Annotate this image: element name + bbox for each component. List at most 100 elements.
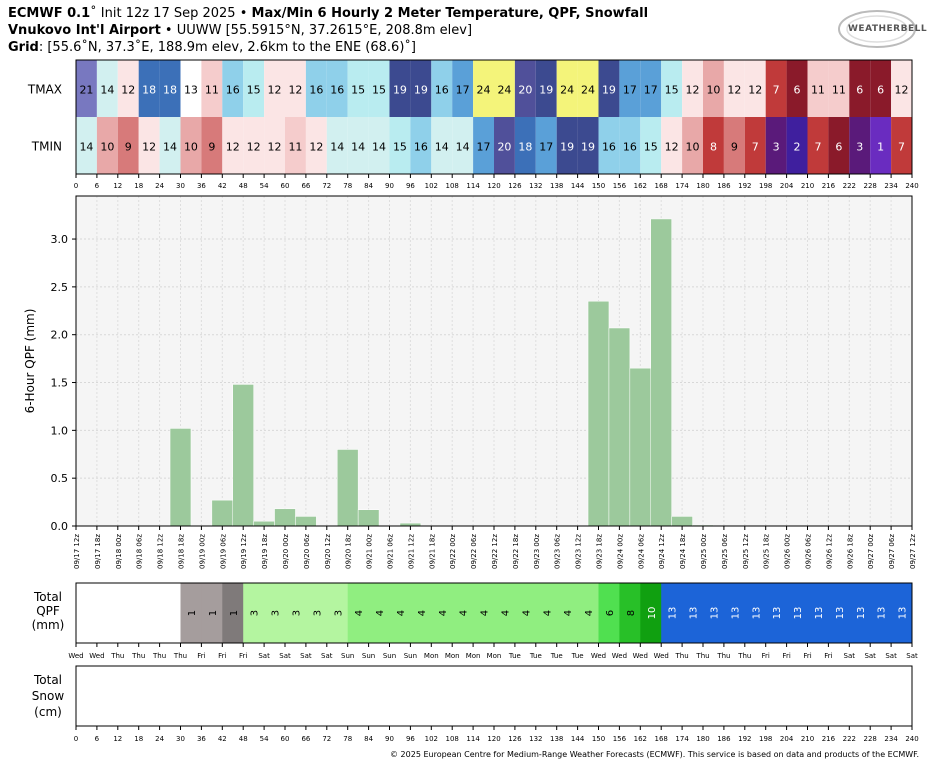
x-tick-label: 09/26 00z — [784, 534, 792, 569]
total-qpf-cell — [765, 583, 788, 643]
tmax-value: 16 — [309, 84, 323, 97]
tmax-value: 15 — [372, 84, 386, 97]
total-qpf-cell — [431, 583, 453, 643]
y-tick-label: 0.0 — [51, 520, 69, 533]
day-tick-label: Fri — [218, 652, 226, 660]
total-qpf-value: 13 — [730, 607, 741, 620]
tmax-value: 17 — [644, 84, 658, 97]
hour-tick-label: 174 — [675, 182, 689, 190]
tmin-cell — [389, 117, 411, 174]
tmin-cell — [264, 117, 285, 174]
tmin-cell — [180, 117, 202, 174]
chart-title-line1: ECMWF 0.1˚ Init 12z 17 Sep 2025 • Max/Mi… — [8, 6, 649, 21]
total-qpf-cell — [870, 583, 892, 643]
tmax-cell — [431, 60, 453, 117]
x-tick-label: 09/20 12z — [324, 534, 332, 569]
total-qpf-cell — [452, 583, 474, 643]
qpf-bar — [232, 384, 254, 527]
total-qpf-cell — [744, 583, 767, 643]
total-qpf-value: 4 — [480, 610, 491, 616]
total-qpf-cell — [619, 583, 641, 643]
hour-tick-label: 138 — [550, 182, 563, 190]
snow-x-tick-label: 174 — [675, 735, 689, 743]
tmin-cell — [305, 117, 327, 174]
tmin-cell — [243, 117, 265, 174]
tmin-cell — [285, 117, 306, 174]
tmin-value: 10 — [100, 141, 114, 154]
product-title: Max/Min 6 Hourly 2 Meter Temperature, QP… — [251, 6, 649, 21]
tmin-value: 19 — [560, 141, 574, 154]
tmin-cell — [222, 117, 244, 174]
x-tick-label: 09/27 12z — [909, 534, 917, 569]
hour-tick-label: 108 — [446, 182, 459, 190]
tmin-value: 12 — [309, 141, 323, 154]
snow-x-tick-label: 144 — [571, 735, 585, 743]
tmin-value: 14 — [79, 141, 93, 154]
total-qpf-cell — [849, 583, 871, 643]
total-qpf-cell — [410, 583, 432, 643]
total-qpf-value: 13 — [793, 607, 804, 620]
snow-x-tick-label: 222 — [843, 735, 856, 743]
tmin-cell — [765, 117, 787, 174]
snow-x-tick-label: 108 — [446, 735, 459, 743]
y-tick-label: 1.5 — [51, 377, 69, 390]
total-qpf-cell — [828, 583, 850, 643]
day-tick-label: Tue — [571, 652, 584, 660]
total-qpf-cell — [661, 583, 683, 643]
x-tick-label: 09/24 06z — [637, 534, 645, 569]
snow-x-tick-label: 78 — [343, 735, 352, 743]
x-tick-label: 09/18 12z — [157, 534, 165, 569]
total-qpf-cell — [807, 583, 829, 643]
tmax-cell — [117, 60, 139, 117]
tmin-value: 11 — [288, 141, 302, 154]
total-qpf-cell — [598, 583, 620, 643]
tmax-value: 20 — [518, 84, 532, 97]
tmin-value: 14 — [163, 141, 177, 154]
day-tick-label: Thu — [173, 652, 187, 660]
x-tick-label: 09/20 06z — [303, 534, 311, 569]
hour-tick-label: 132 — [529, 182, 542, 190]
y-tick-label: 0.5 — [51, 472, 69, 485]
total-qpf-value: 13 — [835, 607, 846, 620]
snow-x-tick-label: 54 — [260, 735, 269, 743]
tmax-value: 21 — [79, 84, 93, 97]
snow-x-tick-label: 132 — [529, 735, 542, 743]
tmax-cell — [891, 60, 912, 117]
snow-x-tick-label: 156 — [613, 735, 627, 743]
total-snow-strip: Total Snow (cm) 0 6 12 18 24 30 36 42 48 54 60 66 72 78 8… — [32, 665, 919, 743]
tmin-cell — [744, 117, 766, 174]
tmax-value: 19 — [393, 84, 407, 97]
tmin-cell — [326, 117, 348, 174]
row-label-tmax: TMAX — [27, 83, 62, 97]
snow-plot-area — [75, 665, 913, 727]
total-qpf-value: 4 — [396, 610, 407, 616]
tmax-value: 6 — [794, 84, 801, 97]
x-tick-label: 09/21 12z — [407, 534, 415, 569]
day-tick-label: Mon — [445, 652, 460, 660]
hour-tick-label: 114 — [466, 182, 480, 190]
snow-x-tick-label: 0 — [74, 735, 78, 743]
total-qpf-strip: 1 1 1 3 3 3 3 3 4 4 4 4 4 4 4 4 4 4 4 4 6 8 10 13 13 13 13 13 13 13 13… — [32, 582, 918, 660]
tmin-cell — [368, 117, 390, 174]
total-qpf-cell — [556, 583, 579, 643]
snow-x-tick-label: 90 — [385, 735, 394, 743]
total-qpf-value: 6 — [605, 610, 616, 616]
tmax-value: 16 — [330, 84, 344, 97]
hour-tick-label: 84 — [364, 182, 373, 190]
hour-tick-label: 78 — [343, 182, 352, 190]
day-tick-label: Fri — [197, 652, 205, 660]
tmin-value: 9 — [731, 141, 738, 154]
total-qpf-cell — [243, 583, 265, 643]
station-detail: UUWW [55.5915°N, 37.2615°E, 208.8m elev] — [176, 23, 473, 38]
day-tick-label: Thu — [110, 652, 124, 660]
hour-tick-label: 222 — [843, 182, 856, 190]
tmax-cell — [703, 60, 724, 117]
x-tick-label: 09/20 00z — [282, 534, 290, 569]
total-qpf-value: 3 — [271, 610, 282, 616]
total-qpf-cell — [76, 583, 98, 643]
x-tick-label: 09/24 12z — [658, 534, 666, 569]
snow-x-tick-label: 24 — [155, 735, 164, 743]
snow-x-tick-label: 36 — [197, 735, 206, 743]
tmax-cell — [222, 60, 244, 117]
